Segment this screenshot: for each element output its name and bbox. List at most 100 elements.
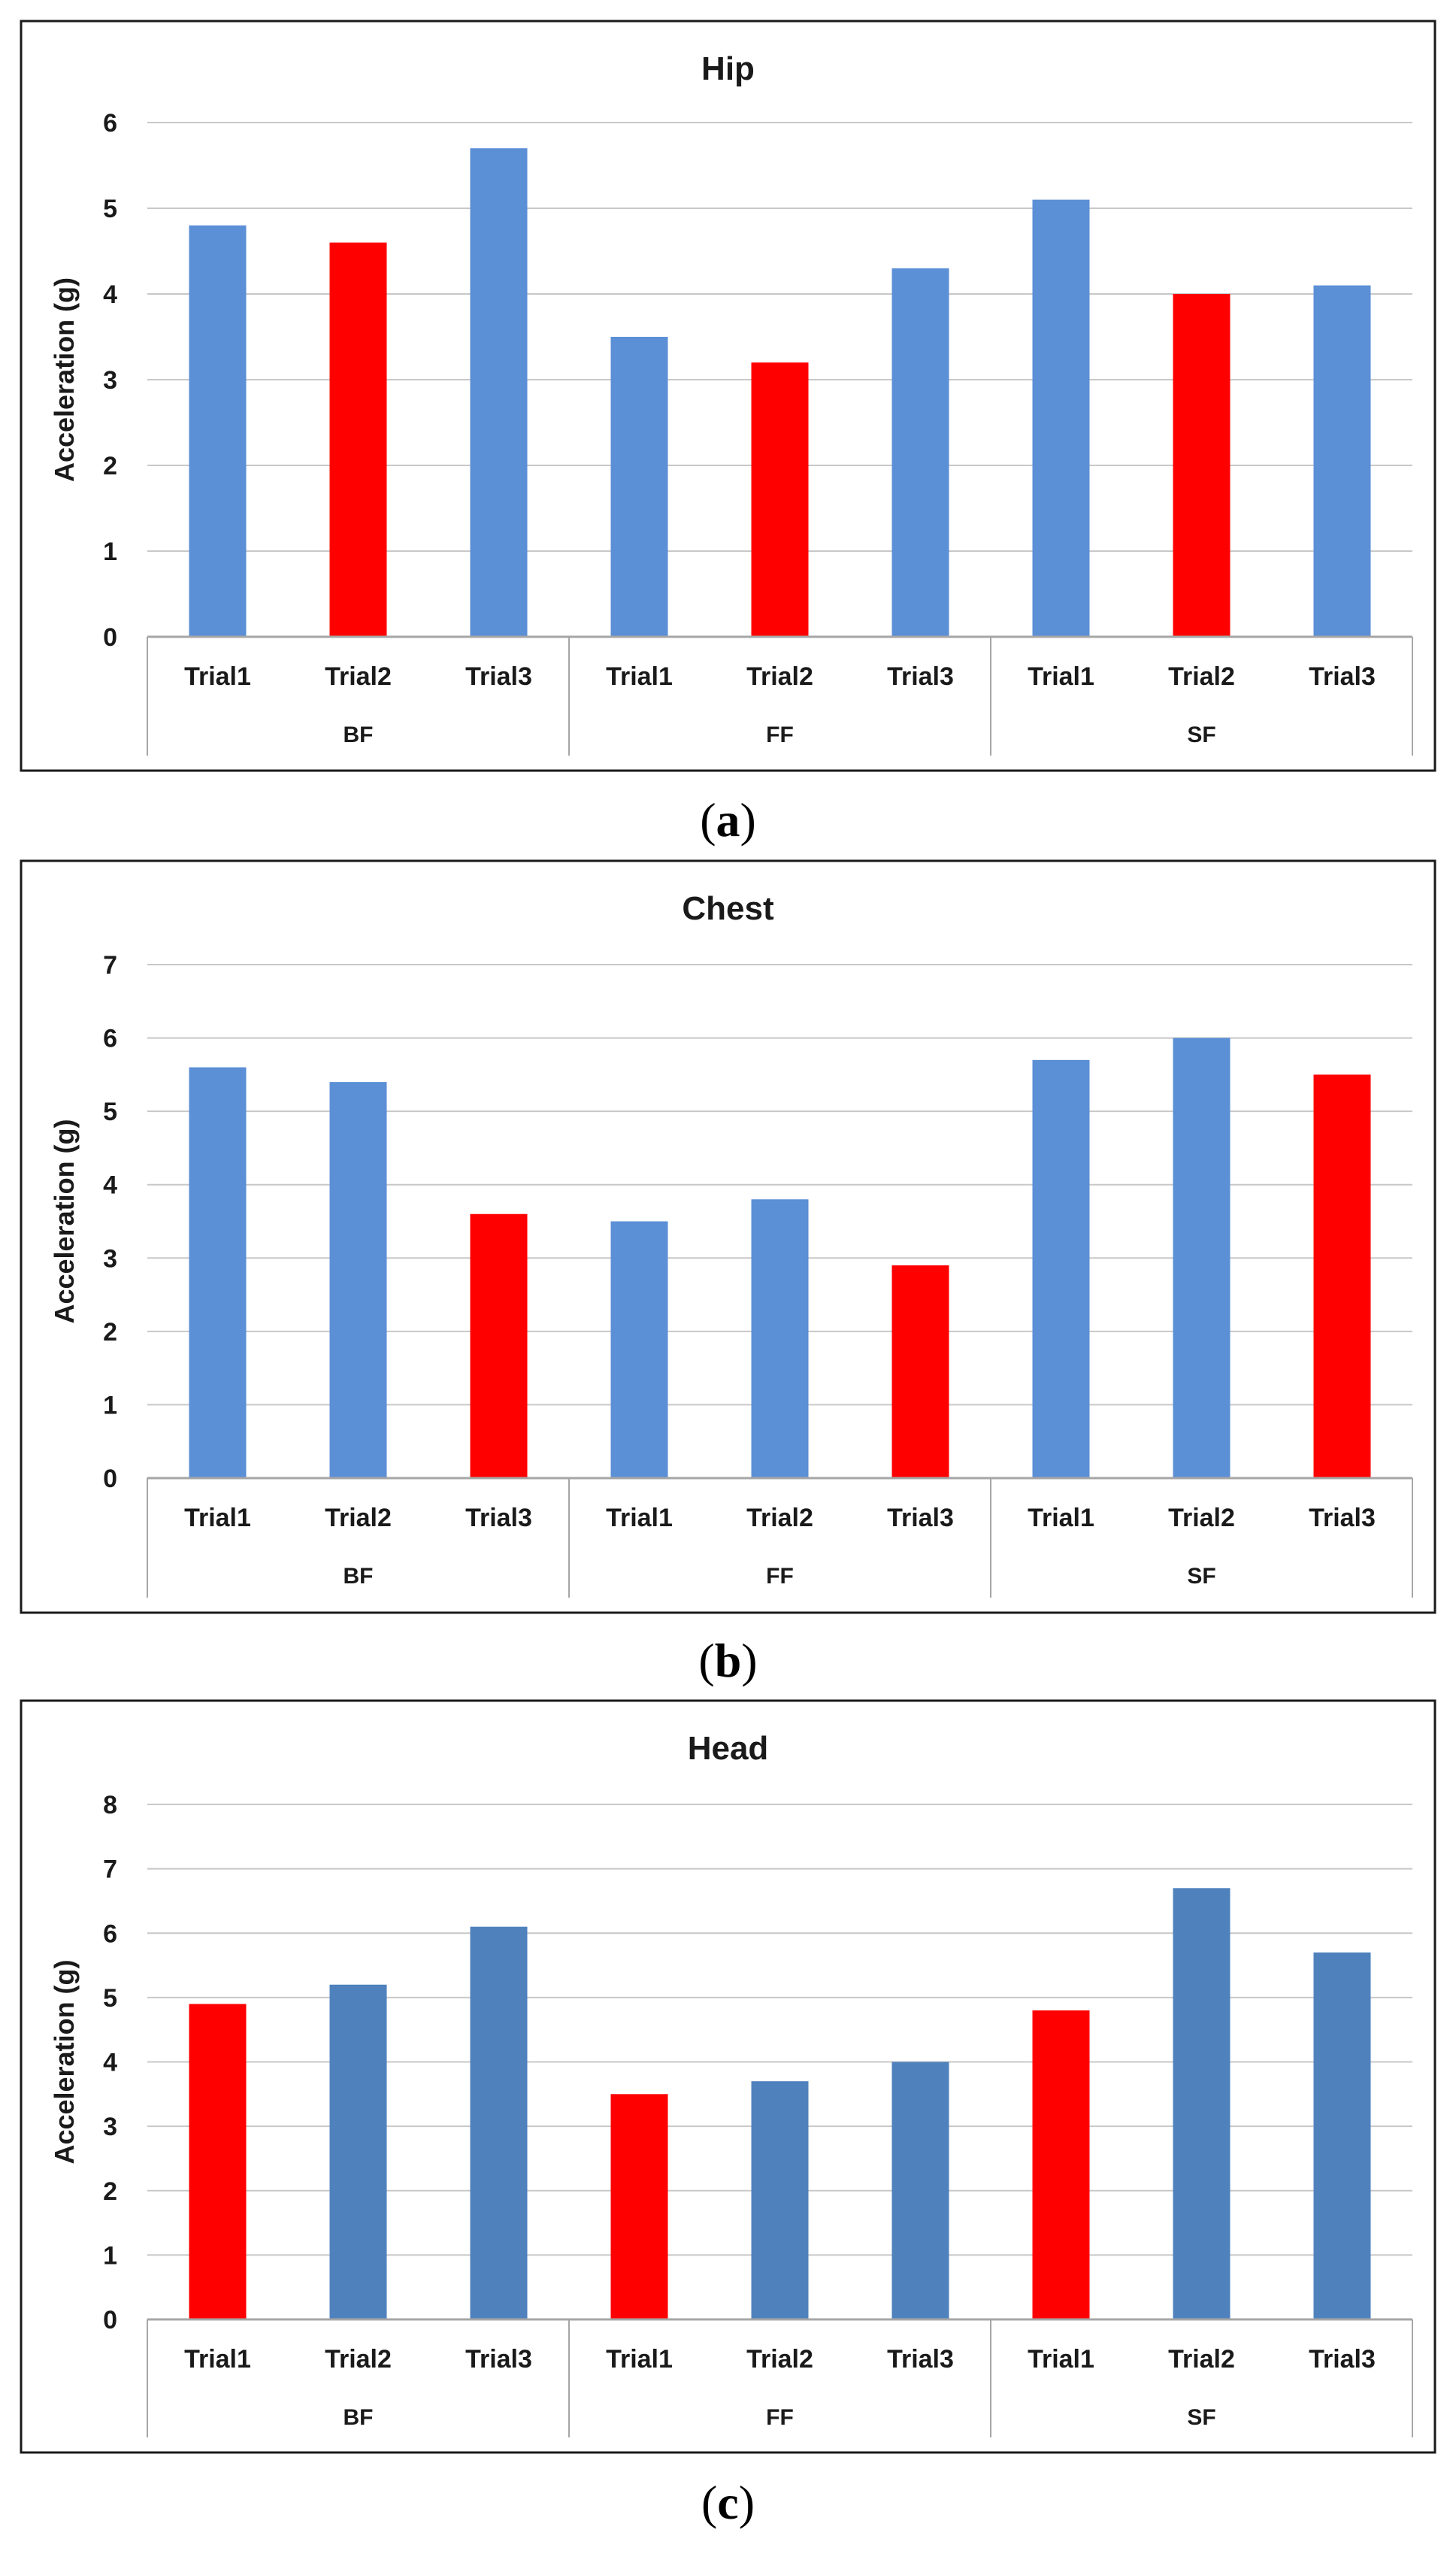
bar-sf-trial1 bbox=[1032, 1059, 1090, 1478]
bar-sf-trial3 bbox=[1313, 285, 1371, 637]
bar-bf-trial1 bbox=[189, 2004, 247, 2319]
caption-letter: b bbox=[715, 1634, 742, 1687]
bar-sf-trial3 bbox=[1313, 1074, 1371, 1478]
bar-ff-trial3 bbox=[891, 2062, 949, 2319]
y-tick-label: 1 bbox=[103, 538, 117, 566]
y-tick-label: 8 bbox=[103, 1791, 117, 1819]
x-tick-label: Trial1 bbox=[184, 1504, 251, 1532]
x-tick-label: Trial3 bbox=[465, 1504, 532, 1532]
group-label: SF bbox=[1187, 723, 1215, 747]
x-tick-label: Trial2 bbox=[746, 1504, 813, 1532]
x-tick-label: Trial2 bbox=[1168, 2345, 1235, 2374]
x-tick-label: Trial2 bbox=[1168, 662, 1235, 691]
x-tick-label: Trial2 bbox=[325, 662, 392, 691]
y-tick-label: 6 bbox=[103, 109, 117, 138]
x-tick-label: Trial1 bbox=[606, 662, 673, 691]
panel-caption: (b) bbox=[698, 1634, 757, 1687]
group-label: BF bbox=[344, 723, 374, 747]
y-axis-title: Acceleration (g) bbox=[49, 1959, 80, 2164]
y-tick-label: 2 bbox=[103, 1318, 117, 1347]
x-tick-label: Trial2 bbox=[325, 1504, 392, 1532]
y-tick-label: 5 bbox=[103, 195, 117, 223]
caption-open-paren: ( bbox=[700, 793, 716, 847]
y-tick-label: 4 bbox=[103, 1171, 117, 1200]
caption-open-paren: ( bbox=[701, 2476, 717, 2529]
bar-ff-trial2 bbox=[751, 2081, 809, 2319]
bar-bf-trial3 bbox=[470, 1213, 528, 1478]
y-tick-label: 6 bbox=[103, 1025, 117, 1053]
group-label: FF bbox=[766, 723, 794, 747]
bar-bf-trial1 bbox=[189, 1067, 247, 1478]
y-tick-label: 4 bbox=[103, 2049, 117, 2077]
y-tick-label: 7 bbox=[103, 1856, 117, 1884]
bar-bf-trial3 bbox=[470, 148, 528, 637]
group-label: SF bbox=[1187, 2405, 1215, 2430]
caption-close-paren: ) bbox=[741, 1634, 757, 1687]
bar-bf-trial3 bbox=[470, 1926, 528, 2319]
y-tick-label: 0 bbox=[103, 2306, 117, 2334]
group-label: FF bbox=[766, 1564, 794, 1589]
x-tick-label: Trial2 bbox=[325, 2345, 392, 2374]
bar-bf-trial2 bbox=[329, 242, 387, 638]
x-tick-label: Trial2 bbox=[746, 2345, 813, 2374]
bar-sf-trial1 bbox=[1032, 2010, 1090, 2319]
bar-sf-trial2 bbox=[1173, 1038, 1230, 1478]
x-tick-label: Trial1 bbox=[184, 2345, 251, 2374]
caption-open-paren: ( bbox=[698, 1634, 714, 1687]
panel-caption: (a) bbox=[700, 793, 756, 847]
bar-ff-trial1 bbox=[610, 2094, 668, 2319]
caption-close-paren: ) bbox=[739, 2476, 755, 2529]
bar-ff-trial1 bbox=[610, 337, 668, 637]
bar-bf-trial2 bbox=[329, 1984, 387, 2319]
x-tick-label: Trial3 bbox=[1309, 1504, 1376, 1532]
x-tick-label: Trial3 bbox=[887, 1504, 954, 1532]
caption-letter: c bbox=[717, 2476, 738, 2529]
bar-ff-trial2 bbox=[751, 362, 809, 637]
y-tick-label: 0 bbox=[103, 623, 117, 652]
x-tick-label: Trial2 bbox=[746, 662, 813, 691]
x-tick-label: Trial3 bbox=[1309, 662, 1376, 691]
bar-ff-trial3 bbox=[891, 1265, 949, 1478]
chart-hip: Hip 0 1 2 3 4 5 6 Trial1 Trial2 Trial3 Trial1 Trial2… bbox=[20, 20, 1436, 847]
y-tick-label: 2 bbox=[103, 452, 117, 480]
chart-head: Head 0 1 2 3 4 5 6 7 8 Trial1 Trial2 Trial3 Trial1 Tri… bbox=[20, 1699, 1436, 2529]
group-label: BF bbox=[344, 2405, 374, 2430]
x-tick-label: Trial1 bbox=[184, 662, 251, 691]
x-tick-label: Trial3 bbox=[465, 2345, 532, 2374]
y-axis-title: Acceleration (g) bbox=[49, 1119, 80, 1323]
y-tick-label: 4 bbox=[103, 280, 117, 309]
panel-caption: (c) bbox=[701, 2476, 755, 2529]
bar-ff-trial2 bbox=[751, 1199, 809, 1478]
y-tick-label: 6 bbox=[103, 1919, 117, 1948]
bar-sf-trial2 bbox=[1173, 1888, 1230, 2319]
y-tick-label: 2 bbox=[103, 2177, 117, 2206]
x-tick-label: Trial2 bbox=[1168, 1504, 1235, 1532]
x-tick-label: Trial1 bbox=[1028, 2345, 1094, 2374]
chart-title: Chest bbox=[682, 890, 774, 927]
group-label: FF bbox=[766, 2405, 794, 2430]
y-tick-label: 3 bbox=[103, 2113, 117, 2141]
x-tick-label: Trial3 bbox=[887, 662, 954, 691]
y-tick-label: 5 bbox=[103, 1098, 117, 1126]
x-tick-label: Trial3 bbox=[465, 662, 532, 691]
y-tick-label: 1 bbox=[103, 2241, 117, 2270]
bar-bf-trial2 bbox=[329, 1082, 387, 1478]
y-tick-label: 5 bbox=[103, 1984, 117, 2013]
y-tick-label: 1 bbox=[103, 1391, 117, 1419]
x-tick-label: Trial3 bbox=[887, 2345, 954, 2374]
bar-ff-trial1 bbox=[610, 1221, 668, 1478]
group-label: SF bbox=[1187, 1564, 1215, 1589]
x-tick-label: Trial1 bbox=[606, 1504, 673, 1532]
chart-chest: Chest 0 1 2 3 4 5 6 7 Trial1 Trial2 Trial3 Trial1 Tri… bbox=[20, 859, 1436, 1687]
bar-sf-trial3 bbox=[1313, 1952, 1371, 2319]
bar-ff-trial3 bbox=[891, 268, 949, 637]
y-tick-label: 3 bbox=[103, 366, 117, 395]
caption-letter: a bbox=[716, 793, 740, 847]
x-tick-label: Trial1 bbox=[1028, 1504, 1094, 1532]
group-label: BF bbox=[344, 1564, 374, 1589]
caption-close-paren: ) bbox=[740, 793, 756, 847]
y-tick-label: 3 bbox=[103, 1244, 117, 1273]
x-tick-label: Trial3 bbox=[1309, 2345, 1376, 2374]
y-axis-title: Acceleration (g) bbox=[49, 277, 80, 482]
